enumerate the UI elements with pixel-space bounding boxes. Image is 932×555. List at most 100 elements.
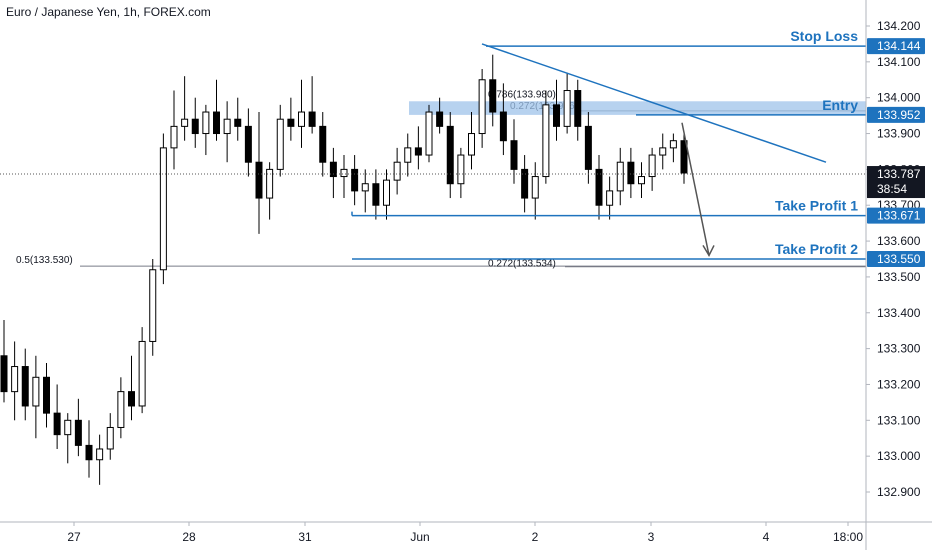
candle-body xyxy=(298,111,305,127)
take-profit-1-price-label: 133.671 xyxy=(877,209,921,223)
candle-body xyxy=(669,140,677,149)
take-profit-2-price-label: 133.550 xyxy=(877,252,921,266)
current-price-bg xyxy=(867,166,925,199)
candle-body xyxy=(606,190,614,206)
x-tick-label: 18:00 xyxy=(833,530,863,544)
candle-body xyxy=(638,176,645,185)
x-tick-label: 2 xyxy=(532,530,539,544)
candle-body xyxy=(287,118,295,127)
candle-body xyxy=(468,133,475,156)
candle-body xyxy=(574,90,582,127)
y-tick-label: 132.900 xyxy=(877,485,921,499)
candle-body xyxy=(213,111,220,135)
candle-body xyxy=(202,111,210,135)
fib-label-0-5: 0.5(133.530) xyxy=(16,255,73,266)
entry-zone-rect xyxy=(409,101,866,115)
x-tick-label: 28 xyxy=(182,530,196,544)
y-tick-label: 133.900 xyxy=(877,127,921,141)
candle-body xyxy=(680,140,688,174)
candle-body xyxy=(85,444,93,461)
candle-body xyxy=(361,183,369,192)
candle-body xyxy=(319,125,327,163)
y-tick-label: 134.000 xyxy=(877,91,921,105)
y-tick-label: 134.200 xyxy=(877,19,921,33)
candle-body xyxy=(425,111,433,156)
candle-body xyxy=(234,118,242,127)
candle-body xyxy=(0,355,8,393)
entry-zone xyxy=(409,101,866,115)
candle-body xyxy=(584,125,592,170)
candle-body xyxy=(404,147,412,163)
candle-body xyxy=(531,176,539,199)
candle-body xyxy=(329,161,337,178)
candle-body xyxy=(96,448,104,461)
x-tick-label: 3 xyxy=(648,530,655,544)
candle-body xyxy=(414,147,422,156)
y-tick-label: 134.100 xyxy=(877,55,921,69)
candle-body xyxy=(128,391,135,407)
trend-line xyxy=(481,43,827,163)
take-profit-1-price-bg xyxy=(867,207,925,224)
price-axis: 132.900 133.000 133.100 133.200 133.300 133.4… xyxy=(865,0,925,550)
countdown-label: 38:54 xyxy=(877,182,907,196)
candles xyxy=(0,54,688,485)
take-profit-1-label: Take Profit 1 xyxy=(775,198,858,214)
candle-body xyxy=(553,104,560,127)
candle-body xyxy=(21,366,29,407)
candle-body xyxy=(446,125,454,185)
y-tick-label: 133.400 xyxy=(877,306,921,320)
candle-body xyxy=(372,183,380,206)
candle-body xyxy=(659,147,667,156)
candle-body xyxy=(393,161,401,181)
candle-body xyxy=(542,104,550,178)
candle-body xyxy=(276,118,284,170)
candle-body xyxy=(489,79,497,113)
time-axis: 27 28 31 Jun 2 3 4 18:00 xyxy=(0,521,932,544)
x-tick-label: 31 xyxy=(298,530,312,544)
projection-arrow-head xyxy=(702,245,715,257)
candle-body xyxy=(308,111,316,127)
x-tick-label: Jun xyxy=(410,530,429,544)
candle-body xyxy=(255,161,263,199)
y-tick-label: 133.200 xyxy=(877,377,921,391)
stop-loss-label: Stop Loss xyxy=(790,28,858,44)
candle-body xyxy=(138,340,146,407)
candle-body xyxy=(383,179,390,206)
stop-loss-price-label: 134.144 xyxy=(877,39,921,53)
candle-body xyxy=(521,168,529,199)
candle-body xyxy=(266,168,274,199)
y-tick-label: 133.300 xyxy=(877,342,921,356)
candle-body xyxy=(11,366,19,393)
candle-body xyxy=(616,161,624,192)
candle-body xyxy=(499,111,507,142)
fib-label-0-272-lower: 0.272(133.534) xyxy=(488,259,556,270)
candle-body xyxy=(53,412,61,436)
candle-body xyxy=(106,426,114,450)
chart-title: Euro / Japanese Yen, 1h, FOREX.com xyxy=(6,5,211,19)
candle-body xyxy=(191,118,199,135)
candle-body xyxy=(244,125,252,163)
candle-body xyxy=(351,168,359,192)
candle-body xyxy=(563,90,571,127)
candle-body xyxy=(340,168,348,178)
x-tick-label: 27 xyxy=(67,530,81,544)
candle-body xyxy=(436,111,444,127)
candle-body xyxy=(64,419,72,436)
projection-arrow-line xyxy=(681,122,710,256)
candle-body xyxy=(595,168,603,206)
candle-body xyxy=(170,125,178,149)
candle-body xyxy=(149,269,157,342)
x-tick-label: 4 xyxy=(763,530,770,544)
take-profit-2-price-bg xyxy=(867,251,925,267)
candle-body xyxy=(627,161,635,185)
stop-loss-price-bg xyxy=(867,38,925,55)
candle-body xyxy=(159,147,167,271)
entry-price-bg xyxy=(867,106,925,123)
candle-body xyxy=(648,154,656,178)
candle-body xyxy=(181,118,189,127)
candle-body xyxy=(510,140,518,170)
y-tick-label: 133.600 xyxy=(877,234,921,248)
candle-body xyxy=(478,79,486,135)
